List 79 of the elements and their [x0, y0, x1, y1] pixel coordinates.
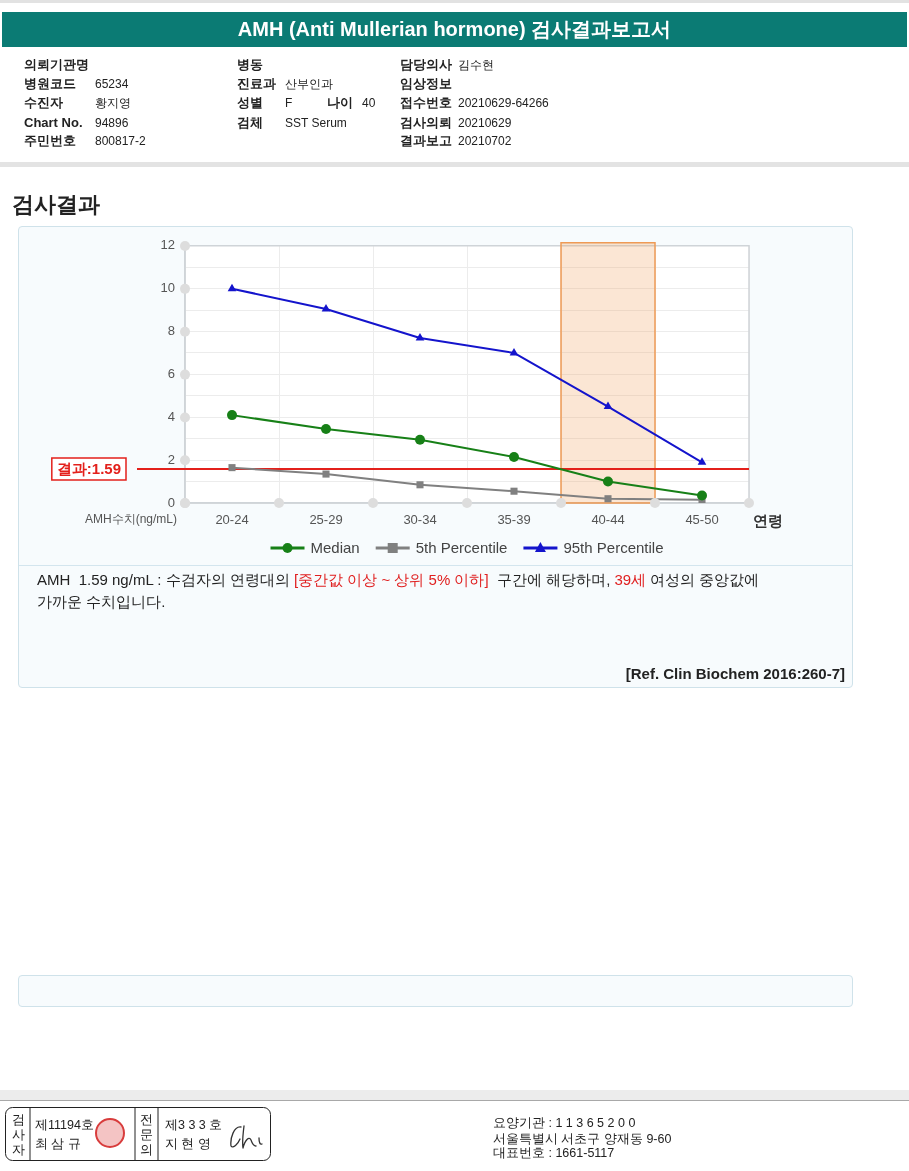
- text: 접수번호: [400, 95, 452, 111]
- y-tick-label: 2: [167, 451, 175, 467]
- text: 20210629: [458, 115, 512, 131]
- text: 대표번호 : 1661-5117: [493, 1145, 615, 1161]
- point: [415, 434, 425, 445]
- x-tick-label: 25-29: [309, 512, 343, 528]
- point: [321, 424, 331, 435]
- text: [Ref. Clin Biochem 2016:260-7]: [625, 664, 845, 684]
- text: 주민번호: [24, 133, 76, 149]
- point: [228, 464, 236, 472]
- text: 구간에 해당하며,: [495, 571, 612, 588]
- point: [697, 490, 707, 501]
- text: F: [285, 95, 293, 111]
- text: 산부인과: [285, 76, 333, 92]
- y-axis-title: AMH수치(ng/mL): [84, 512, 177, 527]
- point: [321, 304, 331, 312]
- text: Chart No.: [24, 115, 83, 131]
- text: 최 삼 규: [35, 1136, 81, 1152]
- point: [604, 495, 612, 503]
- y-tick-label: 8: [167, 323, 175, 339]
- text: 제11194호: [35, 1117, 94, 1133]
- text: 요양기관 : 1 1 3 6 5 2 0 0: [493, 1115, 636, 1131]
- ref-line-label: 결과:1.59: [56, 460, 122, 478]
- text: 의뢰기관명: [24, 57, 89, 73]
- text: 결과보고: [400, 133, 452, 149]
- point: [416, 481, 424, 489]
- x-tick-label: 35-39: [497, 512, 531, 528]
- text: 전문의: [139, 1112, 154, 1157]
- text: 성별: [237, 95, 263, 111]
- text: 가까운 수치입니다.: [37, 592, 166, 612]
- text: [중간값 이상 ~ 상위 5% 이하]: [294, 571, 489, 588]
- text: 39세: [614, 571, 647, 588]
- text: AMH 1.59 ng/mL : 수검자의 연령대의: [37, 571, 291, 588]
- text: 수진자: [24, 95, 63, 111]
- text: 제3 3 3 호: [165, 1117, 223, 1133]
- text: 20210702: [458, 133, 512, 149]
- text: 진료과: [237, 76, 276, 92]
- text: 800817-2: [95, 133, 146, 149]
- text: 서울특별시 서초구 양재동 9-60: [493, 1131, 672, 1147]
- text: 김수현: [458, 57, 494, 73]
- point: [227, 410, 237, 421]
- legend-label: Median: [310, 539, 360, 557]
- legend-label: 95th Percentile: [563, 539, 664, 557]
- text: 담당의사: [400, 57, 452, 73]
- x-tick-label: 20-24: [215, 512, 249, 528]
- point: [603, 476, 613, 487]
- text: 지 현 영: [165, 1136, 211, 1152]
- point: [509, 451, 519, 462]
- text: 20210629-64266: [458, 95, 549, 111]
- text: 검사자: [11, 1112, 26, 1157]
- text: 병원코드: [24, 76, 76, 92]
- text: 검사의뢰: [400, 115, 452, 131]
- x-tick-label: 45-50: [685, 512, 719, 528]
- point: [603, 401, 613, 410]
- text: SST Serum: [285, 115, 347, 131]
- x-axis-title: 연령: [753, 512, 783, 530]
- text: 40: [362, 95, 376, 111]
- point: [510, 487, 518, 495]
- y-tick-label: 10: [160, 280, 175, 296]
- text: 임상정보: [400, 76, 452, 92]
- chart-subtitle: 검사결과: [12, 192, 100, 218]
- chart-title: AMH (Anti Mullerian hormone) 검사결과보고서: [237, 18, 672, 40]
- y-tick-label: 0: [167, 494, 175, 510]
- text: 나이: [327, 95, 353, 111]
- text: 65234: [95, 76, 129, 92]
- y-tick-label: 6: [167, 365, 175, 381]
- text: 병동: [237, 57, 263, 73]
- point: [227, 283, 237, 292]
- x-tick-label: 40-44: [591, 512, 625, 528]
- text: 여성의 중앙값에: [649, 571, 760, 588]
- text: 검체: [237, 115, 263, 131]
- x-tick-label: 30-34: [403, 512, 437, 528]
- point: [322, 470, 330, 478]
- y-tick-label: 12: [160, 237, 175, 253]
- legend-label: 5th Percentile: [415, 539, 508, 557]
- y-tick-label: 4: [167, 408, 175, 424]
- text: 94896: [95, 115, 129, 131]
- point: [697, 457, 707, 465]
- text: 황지영: [95, 95, 131, 111]
